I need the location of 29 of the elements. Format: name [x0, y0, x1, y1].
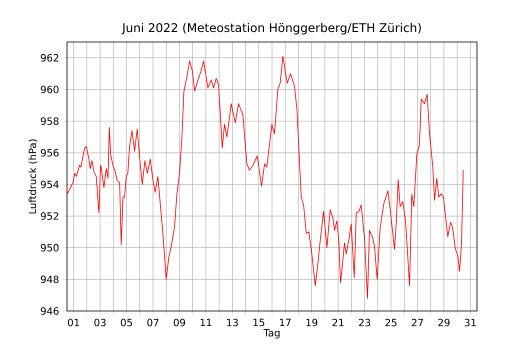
x-tick-label: 23 — [358, 318, 370, 326]
y-tick-label: 948 — [40, 276, 59, 284]
y-axis-title: Luftdruck (hPa) — [28, 139, 38, 214]
y-tick-label: 954 — [40, 180, 59, 188]
x-tick-label: 09 — [174, 318, 186, 326]
y-tick-label: 958 — [40, 117, 59, 125]
chart-title: Juni 2022 (Meteostation Hönggerberg/ETH Zürich) — [122, 22, 421, 34]
x-tick-label: 11 — [200, 318, 212, 326]
x-tick-label: 27 — [412, 318, 423, 326]
x-tick-label: 21 — [332, 318, 344, 326]
x-tick-label: 29 — [438, 318, 450, 326]
x-tick-label: 03 — [94, 318, 106, 326]
y-tick-label: 962 — [40, 54, 58, 62]
line-series — [67, 56, 464, 299]
x-tick-label: 19 — [306, 318, 318, 326]
y-tick-label: 950 — [40, 244, 59, 252]
x-tick-label: 17 — [280, 318, 291, 326]
x-axis-title: Tag — [264, 329, 280, 338]
y-tick-label: 952 — [40, 212, 58, 220]
x-tick-label: 13 — [227, 318, 238, 326]
y-tick-label: 946 — [40, 307, 59, 315]
x-tick-label: 01 — [68, 318, 80, 326]
y-tick-label: 960 — [40, 86, 59, 94]
x-tick-label: 07 — [147, 318, 158, 326]
x-tick-label: 05 — [120, 318, 132, 326]
x-tick-label: 31 — [464, 318, 476, 326]
y-tick-label: 956 — [40, 148, 59, 157]
x-tick-label: 25 — [385, 318, 396, 326]
x-tick-label: 15 — [254, 318, 264, 326]
